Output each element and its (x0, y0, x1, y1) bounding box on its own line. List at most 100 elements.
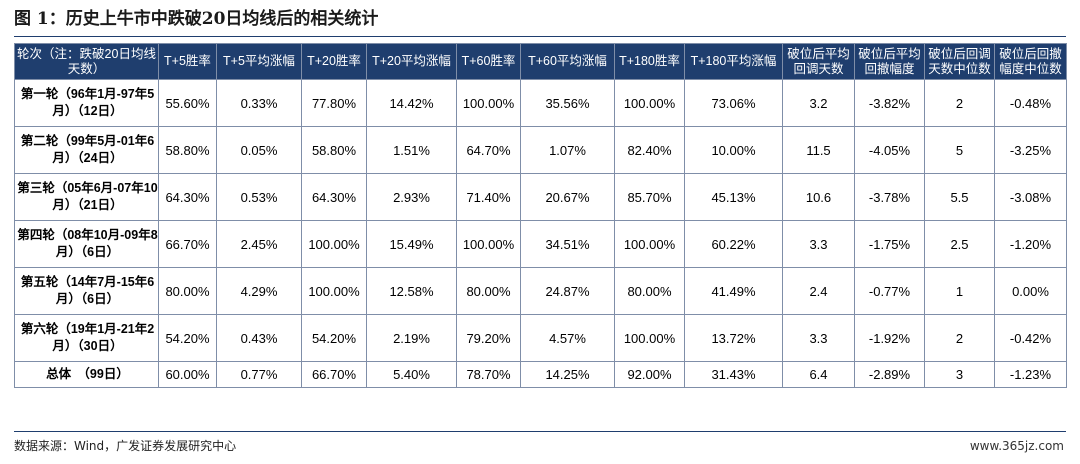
column-header: T+20胜率 (301, 43, 367, 80)
table-cell: -0.77% (854, 267, 925, 315)
table-cell: 4.57% (520, 314, 615, 362)
table-cell: 10.6 (782, 173, 855, 221)
footer-rule (14, 431, 1066, 432)
table-cell: -1.75% (854, 220, 925, 268)
table-cell: 1.51% (366, 126, 457, 174)
table-cell: -4.05% (854, 126, 925, 174)
table-cell: 1 (924, 267, 995, 315)
table-cell: -0.48% (994, 79, 1067, 127)
table-cell: 34.51% (520, 220, 615, 268)
table-cell: 10.00% (684, 126, 783, 174)
table-cell: 2 (924, 79, 995, 127)
table-cell: -3.25% (994, 126, 1067, 174)
table-cell: -1.92% (854, 314, 925, 362)
table-cell: 2.45% (216, 220, 302, 268)
table-cell: 24.87% (520, 267, 615, 315)
table-row: 第四轮（08年10月-09年8月）（6日） 66.70% 2.45% 100.00% 1… (14, 220, 1067, 268)
table-cell: 4.29% (216, 267, 302, 315)
row-label: 第五轮（14年7月-15年6月）（6日） (14, 267, 159, 315)
row-label: 第四轮（08年10月-09年8月）（6日） (14, 220, 159, 268)
column-header: 破位后平均回撤幅度 (854, 43, 925, 80)
total-row: 总体 （99日） 60.00% 0.77% 66.70% 5.40% 78.70% 14.2… (14, 361, 1067, 388)
column-header: 破位后平均回调天数 (782, 43, 855, 80)
table-cell: 77.80% (301, 79, 367, 127)
table-cell: 0.00% (994, 267, 1067, 315)
table-cell: 35.56% (520, 79, 615, 127)
table-cell: 100.00% (614, 220, 685, 268)
row-label: 第六轮（19年1月-21年2月）（30日） (14, 314, 159, 362)
column-header: T+60平均涨幅 (520, 43, 615, 80)
column-header: 破位后回调天数中位数 (924, 43, 995, 80)
table-cell: 0.43% (216, 314, 302, 362)
column-header: T+5平均涨幅 (216, 43, 302, 80)
table-cell: 60.00% (158, 361, 217, 388)
table-cell: 14.25% (520, 361, 615, 388)
table-cell: 100.00% (301, 267, 367, 315)
column-header: T+5胜率 (158, 43, 217, 80)
table-cell: 64.30% (301, 173, 367, 221)
table-cell: 2.5 (924, 220, 995, 268)
table-cell: 79.20% (456, 314, 521, 362)
table-cell: 85.70% (614, 173, 685, 221)
table-body: 第一轮（96年1月-97年5月）（12日） 55.60% 0.33% 77.80% 14… (14, 79, 1067, 388)
table-cell: 100.00% (614, 79, 685, 127)
table-cell: -2.89% (854, 361, 925, 388)
table-cell: 100.00% (301, 220, 367, 268)
column-header: 轮次（注：跌破20日均线天数） (14, 43, 159, 80)
table-cell: 5.5 (924, 173, 995, 221)
table-cell: 2.19% (366, 314, 457, 362)
table-cell: 3 (924, 361, 995, 388)
row-label: 总体 （99日） (14, 361, 159, 388)
stats-table: 轮次（注：跌破20日均线天数） T+5胜率 T+5平均涨幅 T+20胜率 T+20平均涨… (14, 43, 1067, 388)
table-cell: 0.05% (216, 126, 302, 174)
table-cell: 2 (924, 314, 995, 362)
table-cell: 66.70% (158, 220, 217, 268)
column-header: T+60胜率 (456, 43, 521, 80)
row-label: 第一轮（96年1月-97年5月）（12日） (14, 79, 159, 127)
table-cell: 3.2 (782, 79, 855, 127)
table-cell: 1.07% (520, 126, 615, 174)
table-cell: 2.4 (782, 267, 855, 315)
table-row: 第一轮（96年1月-97年5月）（12日） 55.60% 0.33% 77.80% 14… (14, 79, 1067, 127)
figure-title: 图 1：历史上牛市中跌破20日均线后的相关统计 (14, 9, 379, 29)
table-cell: -3.82% (854, 79, 925, 127)
table-cell: 71.40% (456, 173, 521, 221)
table-cell: -3.08% (994, 173, 1067, 221)
table-row: 第三轮（05年6月-07年10月）（21日） 64.30% 0.53% 64.30% 2… (14, 173, 1067, 221)
table-cell: 80.00% (456, 267, 521, 315)
row-label: 第二轮（99年5月-01年6月）（24日） (14, 126, 159, 174)
column-header: T+180胜率 (614, 43, 685, 80)
table-cell: 100.00% (456, 220, 521, 268)
table-cell: 66.70% (301, 361, 367, 388)
table-cell: 2.93% (366, 173, 457, 221)
table-cell: 73.06% (684, 79, 783, 127)
column-header: T+180平均涨幅 (684, 43, 783, 80)
table-cell: 6.4 (782, 361, 855, 388)
table-row: 第二轮（99年5月-01年6月）（24日） 58.80% 0.05% 58.80% 1.… (14, 126, 1067, 174)
table-cell: 80.00% (614, 267, 685, 315)
table-row: 第六轮（19年1月-21年2月）（30日） 54.20% 0.43% 54.20% 2.… (14, 314, 1067, 362)
table-cell: 0.33% (216, 79, 302, 127)
table-cell: -1.20% (994, 220, 1067, 268)
table-cell: 54.20% (301, 314, 367, 362)
table-cell: 64.70% (456, 126, 521, 174)
table-cell: 55.60% (158, 79, 217, 127)
table-cell: -3.78% (854, 173, 925, 221)
table-cell: 58.80% (301, 126, 367, 174)
header-row: 轮次（注：跌破20日均线天数） T+5胜率 T+5平均涨幅 T+20胜率 T+20平均涨… (14, 43, 1067, 80)
table-cell: 14.42% (366, 79, 457, 127)
table-cell: -1.23% (994, 361, 1067, 388)
column-header: T+20平均涨幅 (366, 43, 457, 80)
table-cell: 15.49% (366, 220, 457, 268)
table-cell: -0.42% (994, 314, 1067, 362)
table-cell: 31.43% (684, 361, 783, 388)
table-cell: 12.58% (366, 267, 457, 315)
table-cell: 11.5 (782, 126, 855, 174)
table-header: 轮次（注：跌破20日均线天数） T+5胜率 T+5平均涨幅 T+20胜率 T+20平均涨… (14, 43, 1067, 80)
table-cell: 5 (924, 126, 995, 174)
table-cell: 45.13% (684, 173, 783, 221)
title-rule (14, 36, 1066, 37)
table-cell: 54.20% (158, 314, 217, 362)
table-row: 第五轮（14年7月-15年6月）（6日） 80.00% 4.29% 100.00% 12… (14, 267, 1067, 315)
table-cell: 3.3 (782, 220, 855, 268)
